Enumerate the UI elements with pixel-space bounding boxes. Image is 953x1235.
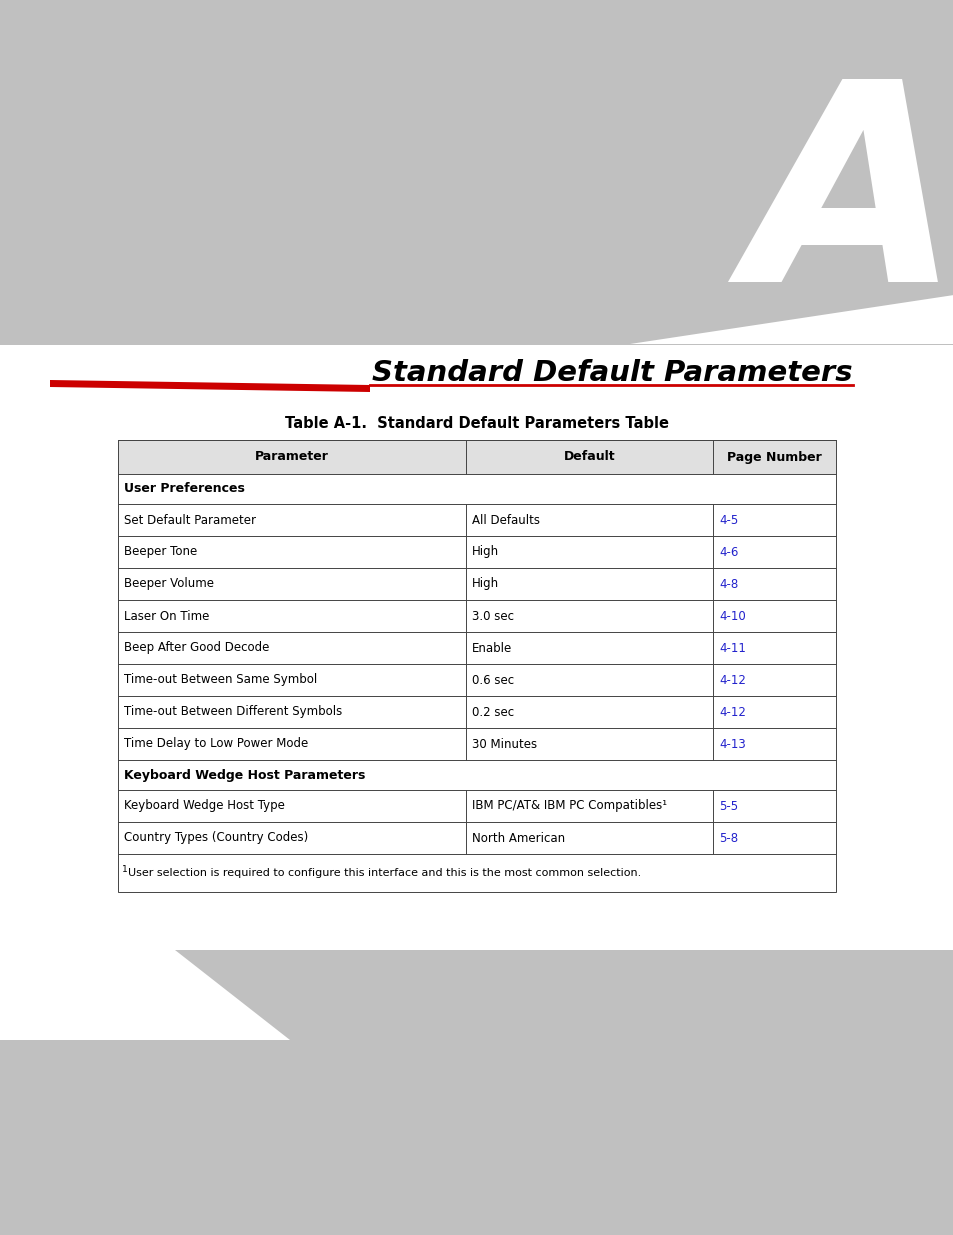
Text: 4-11: 4-11 xyxy=(719,641,745,655)
Text: 4-10: 4-10 xyxy=(719,610,745,622)
Text: Beeper Volume: Beeper Volume xyxy=(124,578,213,590)
Polygon shape xyxy=(50,380,370,391)
Text: 4-12: 4-12 xyxy=(719,673,745,687)
Text: Enable: Enable xyxy=(472,641,512,655)
Text: 4-5: 4-5 xyxy=(719,514,738,526)
Text: Set Default Parameter: Set Default Parameter xyxy=(124,514,255,526)
Text: Beep After Good Decode: Beep After Good Decode xyxy=(124,641,269,655)
Bar xyxy=(0,0,953,345)
Text: 4-8: 4-8 xyxy=(719,578,738,590)
Text: Country Types (Country Codes): Country Types (Country Codes) xyxy=(124,831,308,845)
Bar xyxy=(118,440,835,892)
Polygon shape xyxy=(629,295,953,345)
Text: Keyboard Wedge Host Parameters: Keyboard Wedge Host Parameters xyxy=(124,768,365,782)
Text: Keyboard Wedge Host Type: Keyboard Wedge Host Type xyxy=(124,799,285,813)
Text: User Preferences: User Preferences xyxy=(124,483,245,495)
Text: Time-out Between Same Symbol: Time-out Between Same Symbol xyxy=(124,673,317,687)
Text: 5-5: 5-5 xyxy=(719,799,738,813)
Bar xyxy=(118,440,835,474)
Text: Time-out Between Different Symbols: Time-out Between Different Symbols xyxy=(124,705,342,719)
Text: Table A-1.  Standard Default Parameters Table: Table A-1. Standard Default Parameters T… xyxy=(285,415,668,431)
Text: 4-12: 4-12 xyxy=(719,705,745,719)
Text: A: A xyxy=(744,70,953,340)
Text: 30 Minutes: 30 Minutes xyxy=(472,737,537,751)
Text: High: High xyxy=(472,578,498,590)
Text: High: High xyxy=(472,546,498,558)
Text: 0.2 sec: 0.2 sec xyxy=(472,705,514,719)
Text: Parameter: Parameter xyxy=(254,451,329,463)
Polygon shape xyxy=(0,950,290,1040)
Text: Page Number: Page Number xyxy=(726,451,821,463)
Text: 4-6: 4-6 xyxy=(719,546,738,558)
Text: 0.6 sec: 0.6 sec xyxy=(472,673,514,687)
Text: 1: 1 xyxy=(122,864,128,873)
Text: North American: North American xyxy=(472,831,564,845)
Text: All Defaults: All Defaults xyxy=(472,514,539,526)
Text: User selection is required to configure this interface and this is the most comm: User selection is required to configure … xyxy=(128,868,640,878)
Text: 3.0 sec: 3.0 sec xyxy=(472,610,514,622)
Text: Time Delay to Low Power Mode: Time Delay to Low Power Mode xyxy=(124,737,308,751)
Text: Beeper Tone: Beeper Tone xyxy=(124,546,197,558)
Text: Default: Default xyxy=(563,451,615,463)
Text: Laser On Time: Laser On Time xyxy=(124,610,209,622)
Bar xyxy=(0,950,953,1235)
Text: 4-13: 4-13 xyxy=(719,737,745,751)
Bar xyxy=(0,0,953,345)
Text: 5-8: 5-8 xyxy=(719,831,738,845)
Text: Standard Default Parameters: Standard Default Parameters xyxy=(372,359,852,387)
Text: IBM PC/AT& IBM PC Compatibles¹: IBM PC/AT& IBM PC Compatibles¹ xyxy=(472,799,666,813)
